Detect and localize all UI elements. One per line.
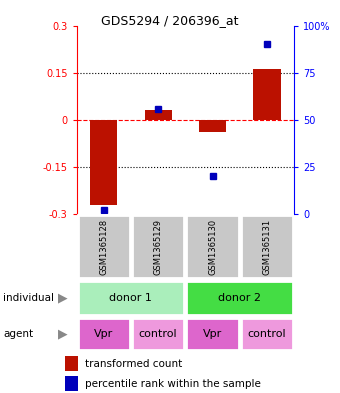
Bar bbox=[186, 215, 239, 278]
Text: ▶: ▶ bbox=[58, 327, 68, 341]
Text: donor 2: donor 2 bbox=[218, 293, 261, 303]
Text: agent: agent bbox=[3, 329, 34, 339]
Text: transformed count: transformed count bbox=[85, 359, 182, 369]
Bar bbox=[241, 318, 293, 350]
Bar bbox=[144, 110, 172, 120]
Bar bbox=[199, 120, 226, 132]
Text: GSM1365130: GSM1365130 bbox=[208, 219, 217, 275]
Bar bbox=[65, 356, 78, 371]
Text: individual: individual bbox=[3, 293, 54, 303]
Bar bbox=[241, 215, 293, 278]
Text: donor 1: donor 1 bbox=[109, 293, 152, 303]
Text: GSM1365131: GSM1365131 bbox=[262, 219, 271, 275]
Text: GSM1365129: GSM1365129 bbox=[154, 219, 163, 275]
Bar bbox=[186, 318, 239, 350]
Bar bbox=[132, 318, 184, 350]
Text: ▶: ▶ bbox=[58, 291, 68, 304]
Bar bbox=[78, 318, 130, 350]
Text: GSM1365128: GSM1365128 bbox=[99, 219, 108, 275]
Bar bbox=[65, 376, 78, 391]
Bar bbox=[90, 120, 117, 205]
Bar bbox=[186, 281, 293, 315]
Text: GDS5294 / 206396_at: GDS5294 / 206396_at bbox=[101, 14, 239, 27]
Bar bbox=[78, 281, 184, 315]
Text: Vpr: Vpr bbox=[94, 329, 113, 339]
Text: Vpr: Vpr bbox=[203, 329, 222, 339]
Bar bbox=[78, 215, 130, 278]
Bar bbox=[253, 69, 280, 120]
Text: control: control bbox=[139, 329, 177, 339]
Text: percentile rank within the sample: percentile rank within the sample bbox=[85, 378, 260, 389]
Text: control: control bbox=[248, 329, 286, 339]
Bar bbox=[132, 215, 184, 278]
